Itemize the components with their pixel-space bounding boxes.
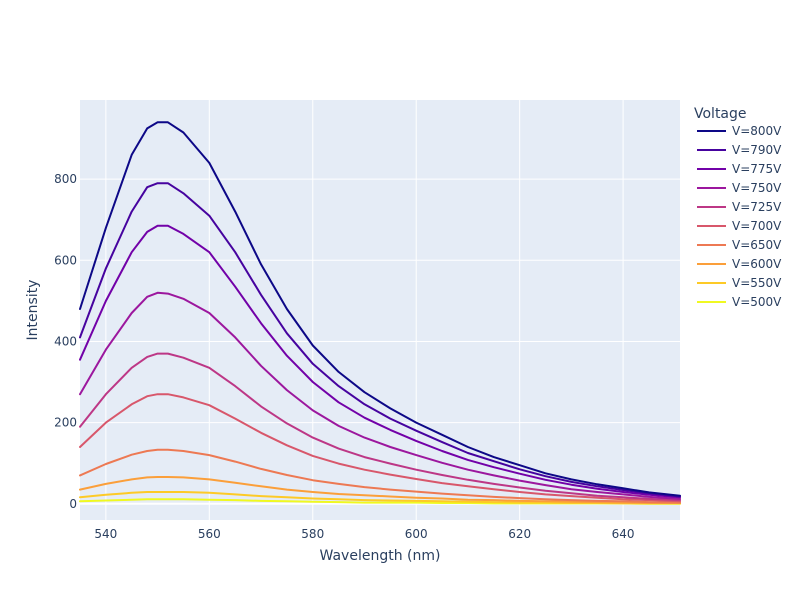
series-line: [79, 393, 681, 503]
y-axis-title: Intensity: [25, 280, 41, 341]
series-line: [79, 224, 681, 499]
plot-area: [80, 100, 680, 520]
legend-item[interactable]: V=700V: [697, 219, 782, 233]
series-line: [79, 352, 681, 502]
legend-item[interactable]: V=550V: [697, 276, 782, 290]
legend-label: V=800V: [732, 124, 782, 138]
x-tick-label: 540: [94, 527, 117, 541]
x-tick-label: 640: [612, 527, 635, 541]
y-tick-label: 200: [54, 416, 77, 430]
legend-label: V=600V: [732, 257, 782, 271]
legend-label: V=725V: [732, 200, 782, 214]
legend-label: V=700V: [732, 219, 782, 233]
legend-label: V=650V: [732, 238, 782, 252]
legend: Voltage V=800VV=790VV=775VV=750VV=725VV=…: [694, 106, 782, 309]
x-tick-label: 600: [405, 527, 428, 541]
x-tick-label: 620: [508, 527, 531, 541]
tick-labels: 540 560 580 600 620 640 0 200 400 600 800: [54, 172, 634, 541]
series-line: [79, 491, 681, 505]
x-tick-label: 560: [198, 527, 221, 541]
legend-label: V=750V: [732, 181, 782, 195]
legend-item[interactable]: V=600V: [697, 257, 782, 271]
y-tick-label: 600: [54, 253, 77, 267]
legend-item[interactable]: V=775V: [697, 162, 782, 176]
legend-item[interactable]: V=500V: [697, 295, 782, 309]
legend-label: V=500V: [732, 295, 782, 309]
series-line: [79, 476, 681, 504]
legend-item[interactable]: V=650V: [697, 238, 782, 252]
legend-item[interactable]: V=725V: [697, 200, 782, 214]
x-tick-label: 580: [301, 527, 324, 541]
y-tick-label: 800: [54, 172, 77, 186]
legend-item[interactable]: V=800V: [697, 124, 782, 138]
legend-items: V=800V V=790V V=775V V=750V V=725V V=700V V=65…: [697, 124, 782, 309]
x-axis-title: Wavelength (nm): [320, 548, 441, 564]
legend-label: V=790V: [732, 143, 782, 157]
y-tick-label: 0: [69, 497, 77, 511]
legend-title: Voltage: [694, 106, 747, 122]
y-tick-label: 400: [54, 334, 77, 348]
series-layer: [79, 121, 681, 505]
legend-label: V=550V: [732, 276, 782, 290]
series-line: [79, 121, 681, 497]
legend-item[interactable]: V=790V: [697, 143, 782, 157]
series-line: [79, 182, 681, 498]
legend-item[interactable]: V=750V: [697, 181, 782, 195]
series-line: [79, 291, 681, 500]
legend-label: V=775V: [732, 162, 782, 176]
series-line: [79, 448, 681, 504]
